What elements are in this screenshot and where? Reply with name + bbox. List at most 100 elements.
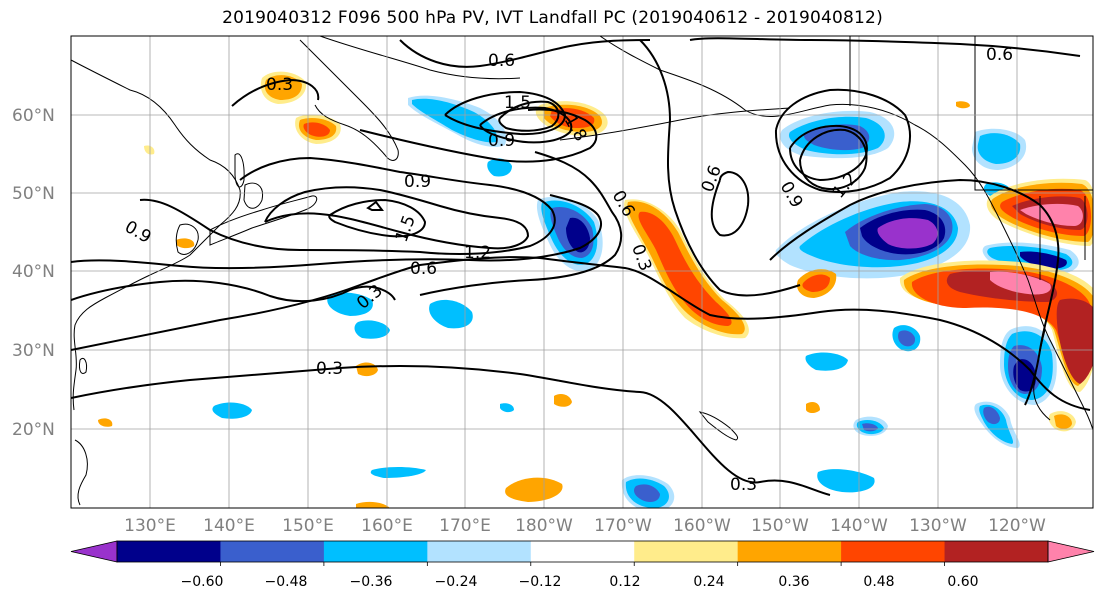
pv-contour-1.5 <box>498 100 560 132</box>
pv-contour-0.6 <box>71 194 602 270</box>
positive-anomaly-blob <box>144 145 155 155</box>
sakhalin-coastline <box>234 153 245 188</box>
pv-contour-0.9 <box>139 156 556 255</box>
pv-contour-0.6 <box>774 88 911 193</box>
lon-label: 170°W <box>594 516 652 536</box>
contour-label: 0.9 <box>488 131 515 151</box>
pv-contour-0.9 <box>359 108 598 163</box>
lon-label: 150°E <box>282 516 334 536</box>
positive-anomaly-blob <box>802 274 830 292</box>
contour-label: 0.3 <box>730 475 757 495</box>
positive-anomaly-blob <box>1056 298 1093 384</box>
negative-anomaly-blob <box>429 299 473 329</box>
colorbar-extension-max <box>1047 540 1095 563</box>
aleutian-coastline <box>559 107 791 141</box>
contour-label: 0.3 <box>266 75 293 95</box>
pv-contour-layer <box>71 37 1091 496</box>
positive-anomaly-blob <box>956 101 970 109</box>
lon-label: 160°E <box>361 516 413 536</box>
lat-label: 60°N <box>12 106 55 126</box>
colorbar-tick-label: 0.12 <box>609 574 640 590</box>
positive-anomaly-blob <box>1020 203 1083 226</box>
positive-anomaly-blob <box>264 75 302 100</box>
colorbar-swatch <box>323 541 428 562</box>
japan-north-coastline <box>243 182 264 209</box>
negative-anomaly-blob <box>212 402 252 419</box>
pv-contour-0.3 <box>71 365 831 496</box>
colorbar <box>70 540 1095 566</box>
negative-anomaly-blob <box>634 484 660 502</box>
negative-anomaly-blob <box>354 320 390 339</box>
positive-anomaly-blob <box>356 501 390 508</box>
lon-label: 120°W <box>988 516 1046 536</box>
japan-coastline <box>209 195 318 246</box>
korea-coastline <box>175 223 199 255</box>
colorbar-tick-label: 0.36 <box>778 574 809 590</box>
pv-contour-0.9 <box>769 178 1060 406</box>
contour-label: 0.6 <box>410 259 437 279</box>
hawaii-coastline <box>698 411 739 441</box>
lat-label: 40°N <box>12 262 55 282</box>
lat-label: 30°N <box>12 341 55 361</box>
contour-label: 0.6 <box>488 51 515 71</box>
graticule <box>71 36 1093 508</box>
colorbar-swatch <box>634 541 739 562</box>
latitude-labels: 60°N 50°N 40°N 30°N 20°N <box>12 106 55 440</box>
colorbar-tick-label: 0.48 <box>863 574 894 590</box>
colorbar-swatch <box>841 541 946 562</box>
colorbar-tick-label: −0.12 <box>519 574 562 590</box>
negative-anomaly-blob <box>370 467 426 478</box>
ivt-shading-layer <box>98 71 1093 508</box>
pv-contour-1.2 <box>479 106 573 144</box>
lon-label: 160°W <box>673 516 731 536</box>
pv-contour-0.6 <box>689 37 1081 57</box>
positive-anomaly-blob <box>806 402 820 413</box>
lon-label: 150°W <box>751 516 809 536</box>
negative-anomaly-blob <box>804 124 870 151</box>
colorbar-tick-label: 0.24 <box>693 574 724 590</box>
lon-label: 130°E <box>124 516 176 536</box>
colorbar-swatch <box>117 541 221 562</box>
negative-anomaly-blob <box>977 133 1021 164</box>
positive-anomaly-blob <box>303 122 330 137</box>
colorbar-swatch <box>944 541 1049 562</box>
positive-anomaly-blob <box>554 394 572 407</box>
contour-label: 0.6 <box>986 45 1013 65</box>
chukotka-coastline <box>319 36 521 80</box>
lat-label: 50°N <box>12 184 55 204</box>
canada-border <box>849 36 1093 191</box>
positive-anomaly-blob <box>990 271 1051 295</box>
pv-contour-0.3 <box>71 256 1091 411</box>
pv-contour-1.2 <box>799 128 868 190</box>
lon-label: 180°W <box>515 516 573 536</box>
us-border <box>1039 196 1086 280</box>
pv-contour-0.6 <box>710 170 750 237</box>
lon-label: 170°E <box>439 516 491 536</box>
negative-anomaly-blob <box>1020 251 1067 269</box>
map-frame <box>70 35 1094 509</box>
contour-label: 1.2 <box>464 243 491 263</box>
asia-coastline <box>71 36 241 411</box>
negative-anomaly-blob <box>327 292 373 316</box>
colorbar-frame <box>116 540 1049 563</box>
negative-anomaly-blob <box>1013 359 1036 392</box>
contour-label: 0.9 <box>404 172 431 192</box>
map-title: 2019040312 F096 500 hPa PV, IVT Landfall… <box>222 8 883 28</box>
colorbar-tick-labels: −0.60 −0.48 −0.36 −0.24 −0.12 0.12 0.24 … <box>181 574 979 590</box>
negative-anomaly-blob <box>500 403 514 413</box>
colorbar-swatch <box>220 541 325 562</box>
pv-contour-0.3 <box>71 279 396 303</box>
colorbar-tick-label: −0.48 <box>265 574 308 590</box>
negative-anomaly-blob <box>566 217 590 253</box>
colorbar-tick-label: −0.24 <box>435 574 478 590</box>
negative-anomaly-blob <box>898 330 916 347</box>
pv-contour-1.2 <box>264 186 530 250</box>
colorbar-tick-label: 0.60 <box>947 574 978 590</box>
lon-label: 140°W <box>830 516 888 536</box>
colorbar-tick-label: −0.36 <box>350 574 393 590</box>
contour-label: 1.5 <box>504 93 531 113</box>
lat-label: 20°N <box>12 420 55 440</box>
colorbar-extension-min <box>70 540 118 563</box>
taiwan-coastline <box>79 357 87 374</box>
negative-anomaly-blob <box>817 469 875 493</box>
